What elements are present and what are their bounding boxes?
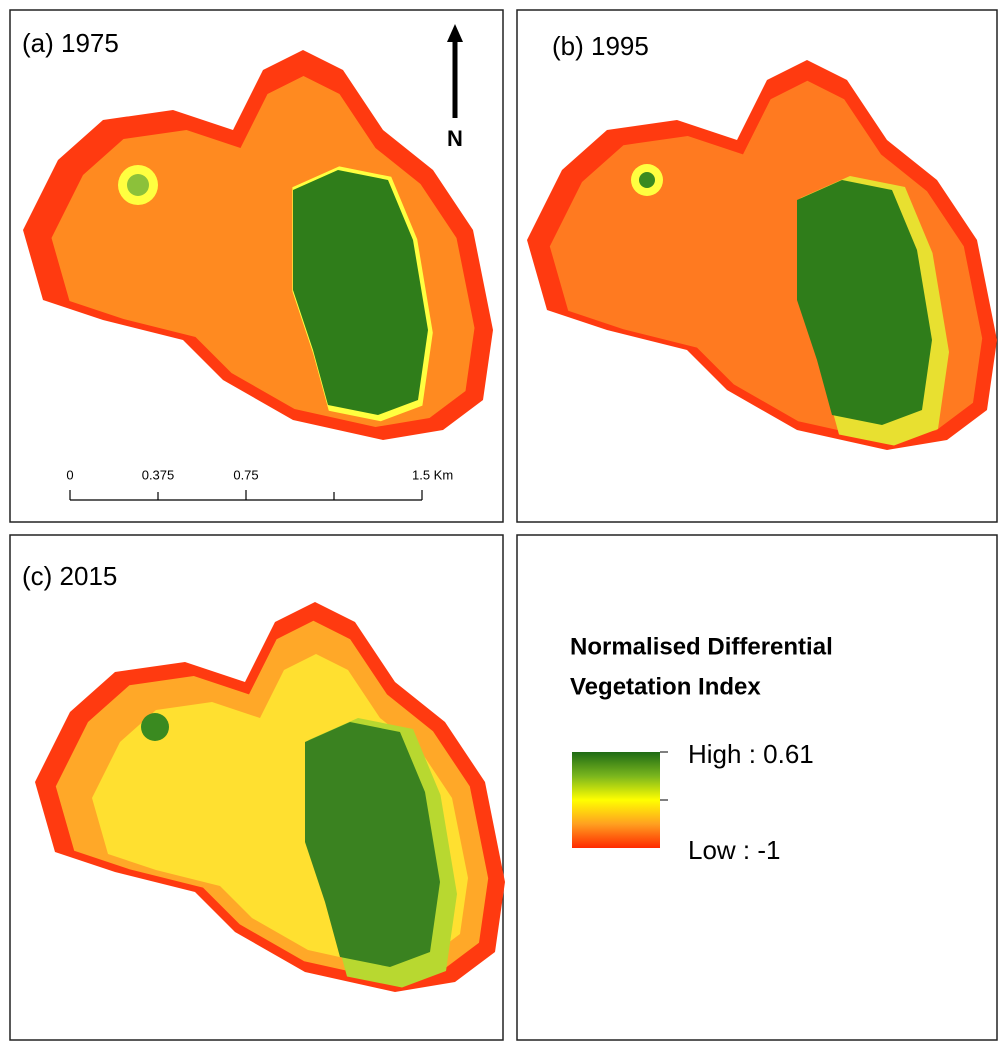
panel-title: (b) 1995 <box>552 31 649 61</box>
figure: (a) 1975 (b) 1995 (c) 2015 N 0 0.375 0.7… <box>0 0 1000 1043</box>
legend-title: Normalised Differential <box>570 633 833 660</box>
scale-label: 0.75 <box>233 467 258 482</box>
legend-high: High : 0.61 <box>688 739 814 769</box>
scale-label: 0.375 <box>142 467 175 482</box>
panel-title: (c) 2015 <box>22 561 117 591</box>
pond <box>141 713 169 741</box>
panel-title: (a) 1975 <box>22 28 119 58</box>
pond <box>639 172 655 188</box>
scale-label: 0 <box>66 467 73 482</box>
legend-title: Vegetation Index <box>570 673 761 700</box>
legend-ramp <box>572 752 660 848</box>
legend-low: Low : -1 <box>688 835 781 865</box>
pond <box>127 174 149 196</box>
scale-label: 1.5 Km <box>412 467 453 482</box>
north-label: N <box>447 126 463 151</box>
